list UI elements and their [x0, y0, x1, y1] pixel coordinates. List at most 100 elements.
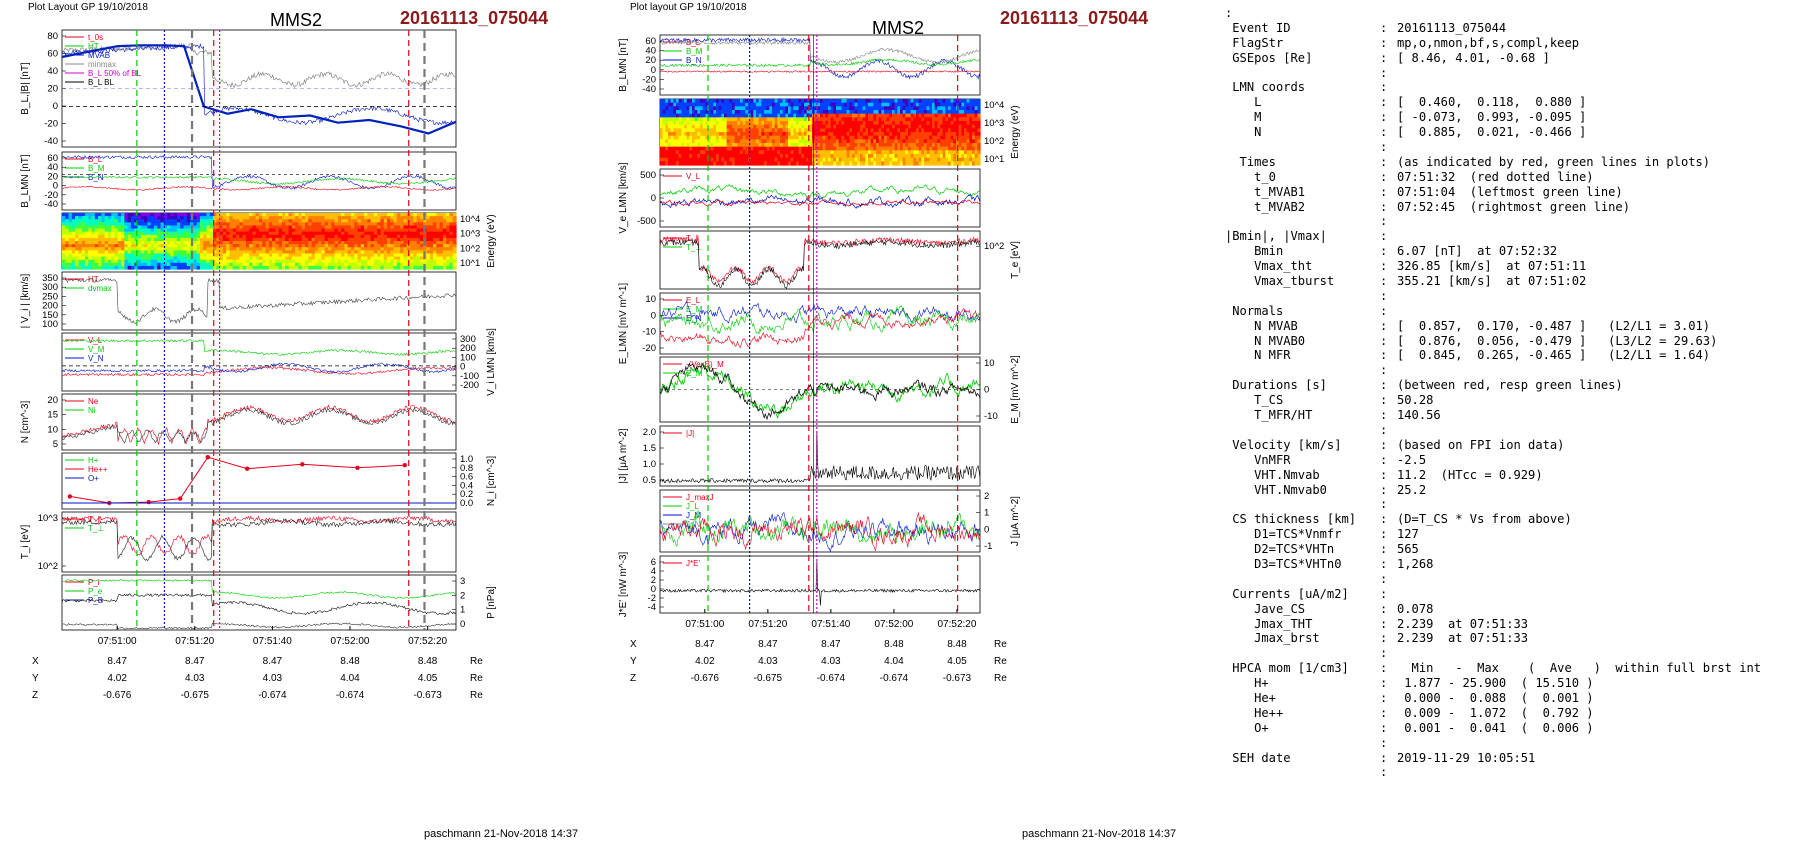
legend-entry: P_e [88, 587, 103, 596]
spectrogram-cell [324, 265, 329, 270]
y-tick-label: 100 [42, 319, 58, 330]
spectrogram-cell [137, 228, 142, 233]
spectrogram-cell [729, 124, 733, 129]
info-value: 140.56 [1397, 408, 1441, 423]
spectrogram-cell [822, 139, 826, 144]
spectrogram-cell [439, 237, 444, 242]
spectrogram-cell [357, 265, 362, 270]
spectrogram-cell [796, 128, 800, 133]
spectrogram-cell [167, 213, 171, 217]
spectrogram-cell [449, 216, 454, 220]
spectrogram-cell [953, 124, 957, 129]
spectrogram-cell [265, 250, 270, 255]
spectrogram-cell [364, 259, 368, 264]
spectrogram-cell [84, 216, 89, 220]
spectrogram-cell [71, 219, 76, 223]
y-tick-label: 40 [645, 46, 656, 57]
spectrogram-cell [750, 161, 754, 166]
spectrogram-cell [196, 247, 201, 251]
spectrogram-cell [262, 256, 267, 261]
spectrogram-cell [393, 253, 398, 258]
spectrogram-cell [977, 161, 981, 166]
spectrogram-cell [94, 265, 99, 270]
spectrogram-cell [942, 146, 946, 151]
spectrogram-cell [948, 124, 952, 129]
spectrogram-cell [173, 250, 178, 255]
spectrogram-cell [98, 237, 102, 242]
spectrogram-cell [337, 253, 342, 258]
spectrogram-cell [908, 124, 912, 129]
spectrogram-cell [360, 259, 365, 264]
spectrogram-cell [281, 259, 286, 264]
spectrogram-cell [708, 161, 712, 166]
spectrogram-cell [278, 228, 283, 233]
spectrogram-cell [98, 262, 102, 267]
info-value: 50.28 [1397, 393, 1434, 408]
spectrogram-cell [377, 253, 382, 258]
spectrogram-cell [686, 132, 690, 137]
spectrogram-cell [777, 154, 781, 159]
spectrogram-cell [452, 216, 457, 220]
spectrogram-cell [98, 247, 102, 251]
spectrogram-cell [327, 237, 332, 242]
spectrogram-cell [822, 124, 826, 129]
spectrogram-cell [350, 244, 355, 248]
spectrogram-cell [785, 106, 789, 111]
spectrogram-cell [357, 225, 362, 230]
spectrogram-cell [660, 157, 664, 162]
spectrogram-cell [844, 102, 848, 107]
spectrogram-cell [232, 234, 237, 239]
spectrogram-cell [268, 256, 273, 261]
spectrogram-cell [275, 219, 280, 223]
spectrogram-cell [245, 241, 250, 245]
spectrogram-cell [732, 157, 736, 162]
ephemeris-value: 4.05 [947, 656, 967, 667]
spectrogram-cell [262, 234, 267, 239]
spectrogram-cell [341, 265, 345, 270]
spectrogram-cell [304, 231, 309, 236]
spectrogram-cell [886, 150, 890, 155]
spectrogram-cell [65, 241, 70, 245]
spectrogram-cell [801, 99, 805, 104]
spectrogram-cell [291, 234, 296, 239]
spectrogram-cell [275, 225, 280, 230]
spectrogram-cell [937, 143, 941, 148]
legend-entry: V_L [686, 172, 701, 181]
spectrogram-cell [400, 265, 405, 270]
spectrogram-cell [694, 146, 698, 151]
spectrogram-cell [383, 216, 388, 220]
spectrogram-cell [948, 110, 952, 115]
spectrogram-cell [734, 121, 738, 126]
spectrogram-cell [924, 113, 928, 118]
spectrogram-cell [684, 139, 688, 144]
spectrogram-cell [255, 250, 260, 255]
spectrogram-cell [852, 154, 856, 159]
spectrogram-cell [449, 225, 454, 230]
spectrogram-cell [865, 139, 869, 144]
spectrogram-cell [894, 146, 898, 151]
legend-entry: B_L BL [88, 78, 114, 87]
spectrogram-cell [65, 247, 70, 251]
spectrogram-cell [78, 259, 83, 264]
spectrogram-cell [62, 244, 66, 248]
x-tick-label: 07:51:00 [685, 619, 724, 630]
spectrogram-cell [745, 157, 749, 162]
spectrogram-cell [846, 106, 850, 111]
spectrogram-cell [301, 231, 306, 236]
spectrogram-cell [153, 234, 158, 239]
spectrogram-cell [291, 244, 296, 248]
spectrogram-cell [236, 253, 240, 258]
spectrogram-cell [429, 231, 434, 236]
spectrogram-cell [373, 256, 378, 261]
spectrogram-cell [433, 262, 437, 267]
spectrogram-cell [229, 225, 234, 230]
spectrogram-cell [104, 250, 109, 255]
spectrogram-cell [884, 121, 888, 126]
spectrogram-cell [825, 102, 829, 107]
spectrogram-cell [846, 110, 850, 115]
spectrogram-cell [780, 128, 784, 133]
spectrogram-cell [180, 231, 185, 236]
spectrogram-cell [932, 154, 936, 159]
ephemeris-value: 8.47 [821, 639, 841, 650]
spectrogram-cell [828, 143, 832, 148]
